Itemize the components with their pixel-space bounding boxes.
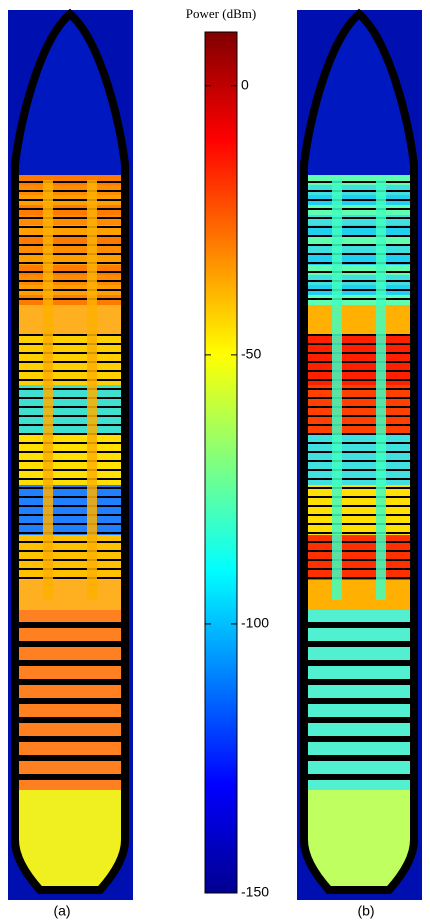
aisle [43, 180, 53, 600]
galley [8, 580, 133, 610]
seat-row [8, 265, 133, 275]
colorbar-label: Power (dBm) [186, 6, 256, 21]
seat-row [297, 445, 422, 455]
colorbar-tick-label: -50 [241, 346, 261, 362]
seat-row [297, 355, 422, 365]
galley [297, 580, 422, 610]
seat-row [8, 175, 133, 185]
colorbar-tick-label: -100 [241, 615, 269, 631]
colorbar-tick-label: -150 [241, 884, 269, 900]
seat-row [8, 325, 133, 335]
seat-row [297, 215, 422, 225]
seat-row [297, 175, 422, 185]
seat-row [8, 395, 133, 405]
seat-row [8, 485, 133, 495]
panel-field [8, 10, 133, 900]
panel-label: (b) [357, 903, 374, 919]
seat-row [297, 325, 422, 335]
seat-row [297, 265, 422, 275]
aisle [376, 180, 386, 600]
seat-row [297, 315, 422, 325]
panel [297, 10, 422, 900]
seat-row [297, 305, 422, 315]
seat-row [8, 215, 133, 225]
panel-field [297, 10, 422, 900]
seat-row [297, 535, 422, 545]
seat-row [8, 315, 133, 325]
panel [8, 10, 133, 900]
aisle [332, 180, 342, 600]
seat-row [8, 355, 133, 365]
colorbar-tick-label: 0 [241, 77, 249, 93]
seat-row [297, 395, 422, 405]
figure: Power (dBm) 0 -50 -100 -150 (a) (b) [0, 0, 430, 924]
seat-row [8, 445, 133, 455]
seat-row [8, 535, 133, 545]
aisle [87, 180, 97, 600]
colorbar [205, 32, 237, 893]
seat-row [297, 485, 422, 495]
seat-row [8, 305, 133, 315]
panel-label: (a) [53, 903, 70, 919]
